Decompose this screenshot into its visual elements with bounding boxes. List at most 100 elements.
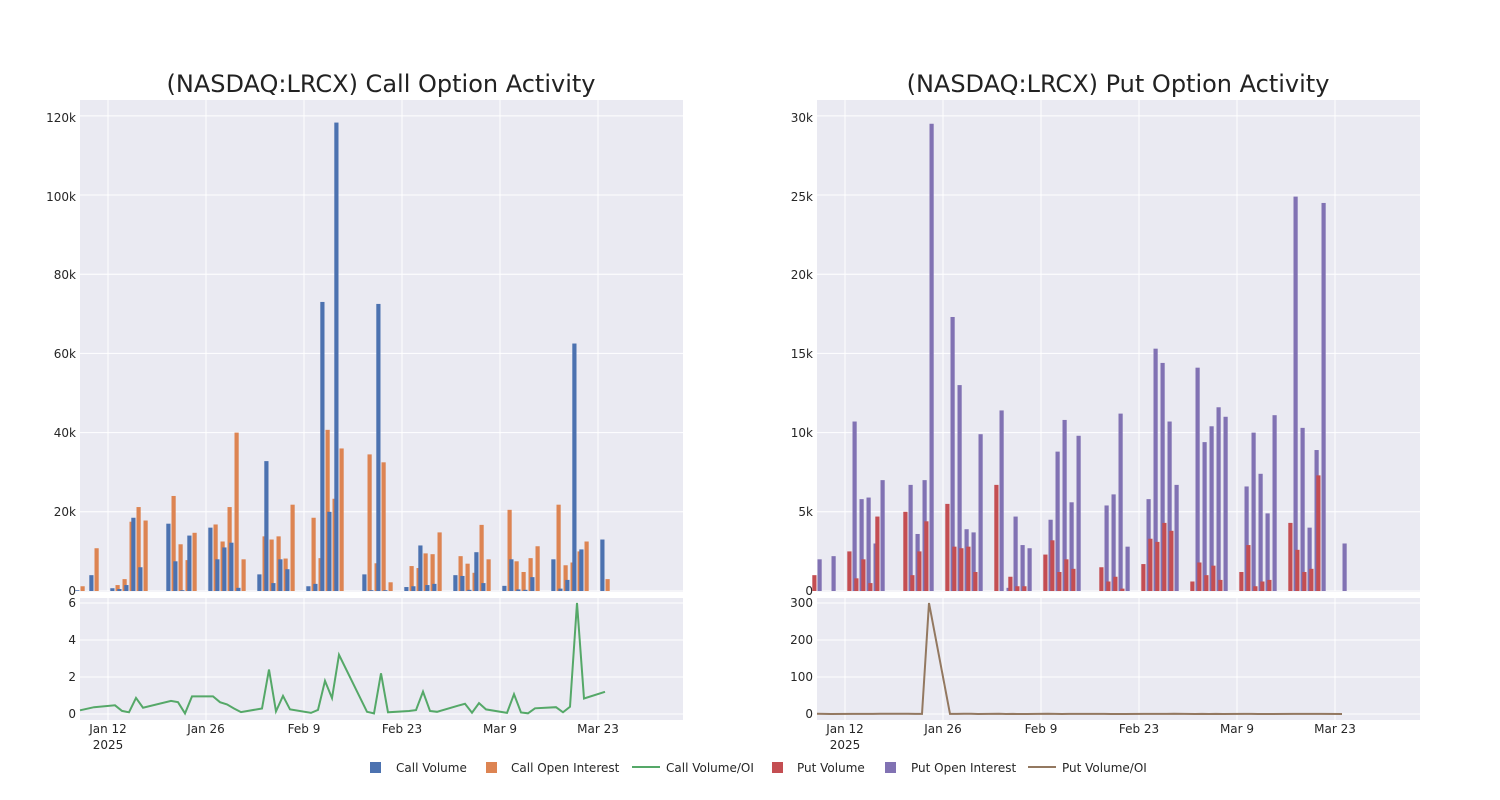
x-tick-label: Feb 23	[382, 722, 422, 736]
put-volume-bar	[812, 575, 817, 591]
put-open-interest-bar	[880, 480, 885, 591]
call-open-interest-bar	[556, 504, 561, 591]
legend: Call Volume Call Open Interest Call Volu…	[370, 761, 1147, 775]
put-volume-bar	[1057, 571, 1062, 591]
put-volume-bar	[924, 521, 929, 591]
legend-label-call-volume: Call Volume	[396, 761, 467, 775]
put-open-interest-bar	[1076, 435, 1081, 591]
put-volume-bar	[1106, 581, 1111, 591]
x-tick-label: Mar 23	[577, 722, 619, 736]
call-open-interest-bar	[605, 579, 610, 591]
call-open-interest-bar	[479, 524, 484, 591]
put-volume-bar	[959, 548, 964, 591]
put-open-interest-bar	[1167, 421, 1172, 591]
put-volume-bar	[910, 575, 915, 591]
call-open-interest-bar	[80, 586, 85, 591]
put-volume-bar	[1022, 586, 1027, 591]
put-open-interest-bar	[1111, 494, 1116, 591]
call-volume-bar	[117, 589, 122, 591]
put-main-grid	[817, 100, 1420, 592]
put-open-interest-bar	[1265, 513, 1270, 591]
put-volume-bar	[854, 578, 859, 591]
put-volume-bar	[945, 503, 950, 591]
put-volume-bar	[1316, 475, 1321, 591]
call-chart: (NASDAQ:LRCX) Call Option Activity 0 20k…	[46, 70, 683, 752]
put-open-interest-bar	[866, 497, 871, 591]
call-volume-bar	[131, 517, 136, 591]
call-volume-bar	[467, 589, 472, 591]
put-open-interest-bar	[1342, 543, 1347, 591]
put-volume-bar	[973, 571, 978, 591]
y-tick-label: 0	[68, 584, 76, 598]
put-open-interest-bar	[957, 385, 962, 591]
call-volume-bar	[285, 569, 290, 591]
call-volume-bar	[75, 590, 80, 591]
put-volume-bar	[952, 546, 957, 591]
call-open-interest-bar	[430, 554, 435, 591]
call-open-interest-bar	[339, 448, 344, 591]
put-open-interest-bar	[1202, 442, 1207, 591]
call-volume-bar	[432, 583, 437, 591]
put-volume-bar	[994, 484, 999, 591]
put-ratio-plot-area	[817, 598, 1420, 720]
put-chart: (NASDAQ:LRCX) Put Option Activity 0 5k 1…	[790, 70, 1420, 752]
legend-label-put-volume-oi: Put Volume/OI	[1062, 761, 1147, 775]
call-bars	[75, 122, 610, 591]
call-volume-bar	[271, 583, 276, 591]
put-volume-bar	[1267, 579, 1272, 591]
put-open-interest-bar	[1055, 451, 1060, 591]
call-volume-bar	[551, 559, 556, 591]
y-tick-label: 0	[805, 584, 813, 598]
put-volume-bar	[1211, 565, 1216, 591]
call-open-interest-bar	[178, 544, 183, 591]
put-volume-bar	[1008, 576, 1013, 591]
put-volume-bar	[917, 551, 922, 591]
put-open-interest-bar	[831, 556, 836, 591]
put-volume-oi-line	[816, 602, 1343, 716]
call-volume-bar	[530, 577, 535, 591]
call-volume-bar	[110, 588, 115, 591]
y-tick-label: 300	[790, 596, 813, 610]
y-tick-label: 80k	[54, 268, 76, 282]
put-volume-bar	[1309, 568, 1314, 591]
call-volume-bar	[383, 590, 388, 591]
put-open-interest-bar	[978, 434, 983, 591]
call-main-grid	[80, 100, 683, 592]
put-volume-bar	[1113, 576, 1118, 591]
call-open-interest-bar	[94, 548, 99, 591]
put-main-y-ticks: 0 5k 10k 15k 20k 25k 30k	[791, 111, 813, 598]
call-volume-bar	[516, 589, 521, 591]
call-volume-bar	[327, 511, 332, 591]
put-open-interest-bar	[1321, 202, 1326, 592]
put-volume-bar	[1099, 567, 1104, 591]
call-open-interest-bar	[563, 565, 568, 591]
call-open-interest-bar	[325, 429, 330, 591]
call-volume-oi-line	[79, 602, 606, 716]
put-open-interest-bar	[1244, 486, 1249, 591]
x-tick-label: Mar 9	[1220, 722, 1254, 736]
y-tick-label: 30k	[791, 111, 813, 125]
put-open-interest-bar	[1160, 362, 1165, 591]
put-volume-bar	[1043, 554, 1048, 591]
put-chart-title: (NASDAQ:LRCX) Put Option Activity	[907, 70, 1330, 98]
call-chart-title: (NASDAQ:LRCX) Call Option Activity	[167, 70, 596, 98]
legend-label-put-volume: Put Volume	[797, 761, 865, 775]
put-ratio-y-ticks: 0 100 200 300	[790, 596, 813, 721]
call-volume-bar	[138, 567, 143, 591]
call-volume-bar	[481, 583, 486, 591]
call-volume-bar	[229, 542, 234, 591]
put-bars	[812, 123, 1347, 592]
call-volume-bar	[334, 122, 339, 591]
put-volume-bar	[861, 559, 866, 591]
y-tick-label: 20k	[791, 268, 813, 282]
put-volume-bar	[1064, 559, 1069, 591]
put-volume-bar	[903, 511, 908, 591]
x-tick-label: Feb 9	[288, 722, 321, 736]
y-tick-label: 40k	[54, 426, 76, 440]
call-open-interest-bar	[381, 462, 386, 591]
put-volume-bar	[1246, 545, 1251, 591]
put-open-interest-bar	[929, 123, 934, 592]
call-volume-bar	[376, 303, 381, 591]
put-volume-bar	[1155, 541, 1160, 591]
y-tick-label: 10k	[791, 426, 813, 440]
